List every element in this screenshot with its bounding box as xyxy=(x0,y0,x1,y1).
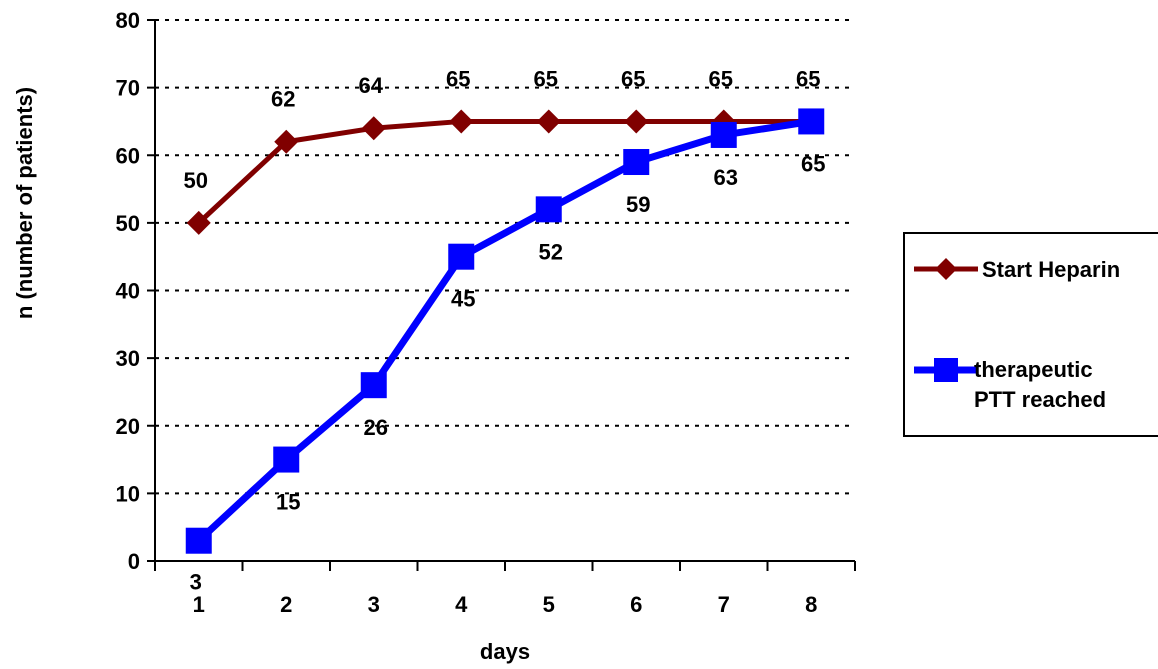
data-label: 65 xyxy=(709,66,733,91)
data-label: 26 xyxy=(364,415,388,440)
data-point-square xyxy=(273,446,300,473)
data-point-square xyxy=(623,149,650,176)
y-tick-label: 80 xyxy=(116,8,140,33)
x-tick-label: 5 xyxy=(543,592,555,617)
data-label: 65 xyxy=(446,66,470,91)
data-point-diamond xyxy=(536,109,561,134)
y-tick-label: 10 xyxy=(116,481,140,506)
data-label: 52 xyxy=(539,239,563,264)
y-tick-label: 40 xyxy=(116,279,140,304)
y-tick-label: 30 xyxy=(116,346,140,371)
x-tick-label: 7 xyxy=(718,592,730,617)
data-label: 59 xyxy=(626,192,650,217)
data-point-square xyxy=(710,121,737,148)
data-point-square xyxy=(535,196,562,223)
x-tick-label: 2 xyxy=(280,592,292,617)
y-tick-label: 70 xyxy=(116,76,140,101)
data-label: 50 xyxy=(184,168,208,193)
data-labels: 50 62 64 65 65 65 65 65 3 15 26 45 52 59 63 65 xyxy=(184,66,826,594)
x-tick-label: 1 xyxy=(193,592,205,617)
y-tick-label: 50 xyxy=(116,211,140,236)
data-point-diamond xyxy=(624,109,649,134)
legend-label: PTT reached xyxy=(974,387,1106,412)
data-label: 15 xyxy=(276,490,300,515)
y-axis-title: n (number of patients) xyxy=(12,87,37,319)
data-point-square xyxy=(798,108,825,135)
data-label: 65 xyxy=(534,66,558,91)
data-point-diamond xyxy=(274,129,299,154)
legend-label: therapeutic xyxy=(974,357,1093,382)
data-label: 65 xyxy=(796,66,820,91)
y-tick-label: 20 xyxy=(116,414,140,439)
y-tick-label: 60 xyxy=(116,143,140,168)
data-label: 45 xyxy=(451,287,475,312)
x-tick-label: 3 xyxy=(368,592,380,617)
series-line-1 xyxy=(196,117,812,544)
series-line-0 xyxy=(197,118,812,225)
legend-swatch-diamond xyxy=(935,258,957,280)
gridlines xyxy=(155,19,855,495)
x-tick-label: 4 xyxy=(455,592,468,617)
data-point-diamond xyxy=(361,116,386,141)
y-tick-label: 0 xyxy=(128,549,140,574)
data-point-square xyxy=(448,243,475,270)
x-axis-title: days xyxy=(480,639,530,664)
data-label: 3 xyxy=(190,570,202,595)
data-point-diamond xyxy=(449,109,474,134)
data-point-diamond xyxy=(186,210,211,235)
x-tick-label: 6 xyxy=(630,592,642,617)
data-series xyxy=(185,108,825,554)
data-label: 63 xyxy=(714,165,738,190)
data-label: 65 xyxy=(621,66,645,91)
x-tick-label: 8 xyxy=(805,592,817,617)
data-label: 65 xyxy=(801,151,825,176)
data-point-square xyxy=(360,372,387,399)
data-label: 64 xyxy=(359,73,384,98)
data-label: 62 xyxy=(271,87,295,112)
legend: Start Heparin therapeutic PTT reached xyxy=(903,232,1158,437)
legend-label: Start Heparin xyxy=(982,257,1120,282)
data-point-square xyxy=(185,527,212,554)
legend-swatch-square xyxy=(934,358,958,382)
